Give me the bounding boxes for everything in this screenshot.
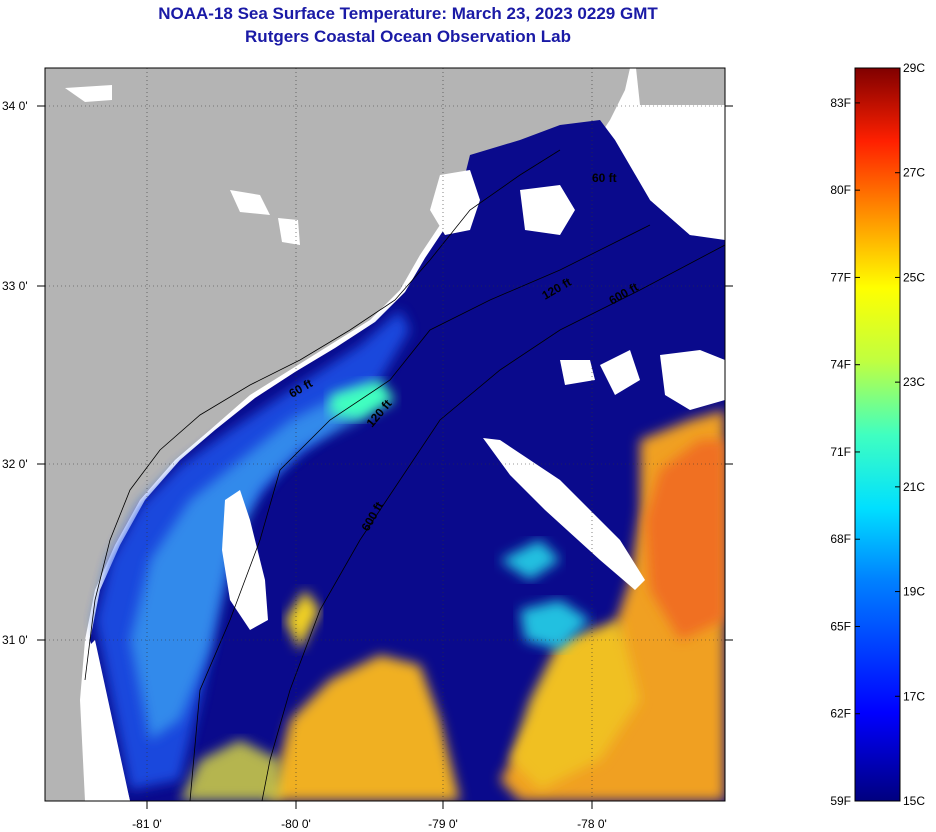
land-mass bbox=[45, 68, 630, 801]
lon-label-78: -78 0' bbox=[577, 817, 607, 831]
colorbar-fahrenheit-label: 74F bbox=[830, 358, 851, 372]
colorbar-celsius-label: 17C bbox=[903, 689, 925, 703]
colorbar-celsius-label: 19C bbox=[903, 585, 925, 599]
colorbar-fahrenheit-label: 65F bbox=[830, 619, 851, 633]
lat-label-34: 34 0' bbox=[2, 99, 28, 113]
lon-label-79: -79 0' bbox=[428, 817, 458, 831]
colorbar-fahrenheit-label: 71F bbox=[830, 445, 851, 459]
colorbar-fahrenheit-label: 83F bbox=[830, 96, 851, 110]
lat-label-33: 33 0' bbox=[2, 279, 28, 293]
map-subtitle: Rutgers Coastal Ocean Observation Lab bbox=[245, 27, 571, 46]
lon-label-81: -81 0' bbox=[132, 817, 162, 831]
colorbar-fahrenheit-label: 77F bbox=[830, 270, 851, 284]
colorbar-fahrenheit-label: 80F bbox=[830, 183, 851, 197]
colorbar-celsius-label: 25C bbox=[903, 270, 925, 284]
colorbar-celsius-label: 15C bbox=[903, 794, 925, 808]
colorbar bbox=[854, 67, 901, 802]
map-title: NOAA-18 Sea Surface Temperature: March 2… bbox=[158, 4, 658, 23]
map-area: 60 ft 120 ft 600 ft 60 ft 120 ft 600 ft bbox=[45, 68, 725, 801]
colorbar-celsius-label: 29C bbox=[903, 61, 925, 75]
colorbar-fahrenheit-label: 62F bbox=[830, 707, 851, 721]
colorbar-celsius-label: 23C bbox=[903, 375, 925, 389]
map-frame bbox=[44, 67, 726, 802]
colorbar-fahrenheit-label: 68F bbox=[830, 532, 851, 546]
lon-label-80: -80 0' bbox=[281, 817, 311, 831]
colorbar-fahrenheit-label: 59F bbox=[830, 794, 851, 808]
lat-label-32: 32 0' bbox=[2, 457, 28, 471]
colorbar-celsius-label: 21C bbox=[903, 480, 925, 494]
colorbar-celsius-label: 27C bbox=[903, 166, 925, 180]
lat-label-31: 31 0' bbox=[2, 633, 28, 647]
depth-label-60ft-north: 60 ft bbox=[592, 171, 617, 185]
